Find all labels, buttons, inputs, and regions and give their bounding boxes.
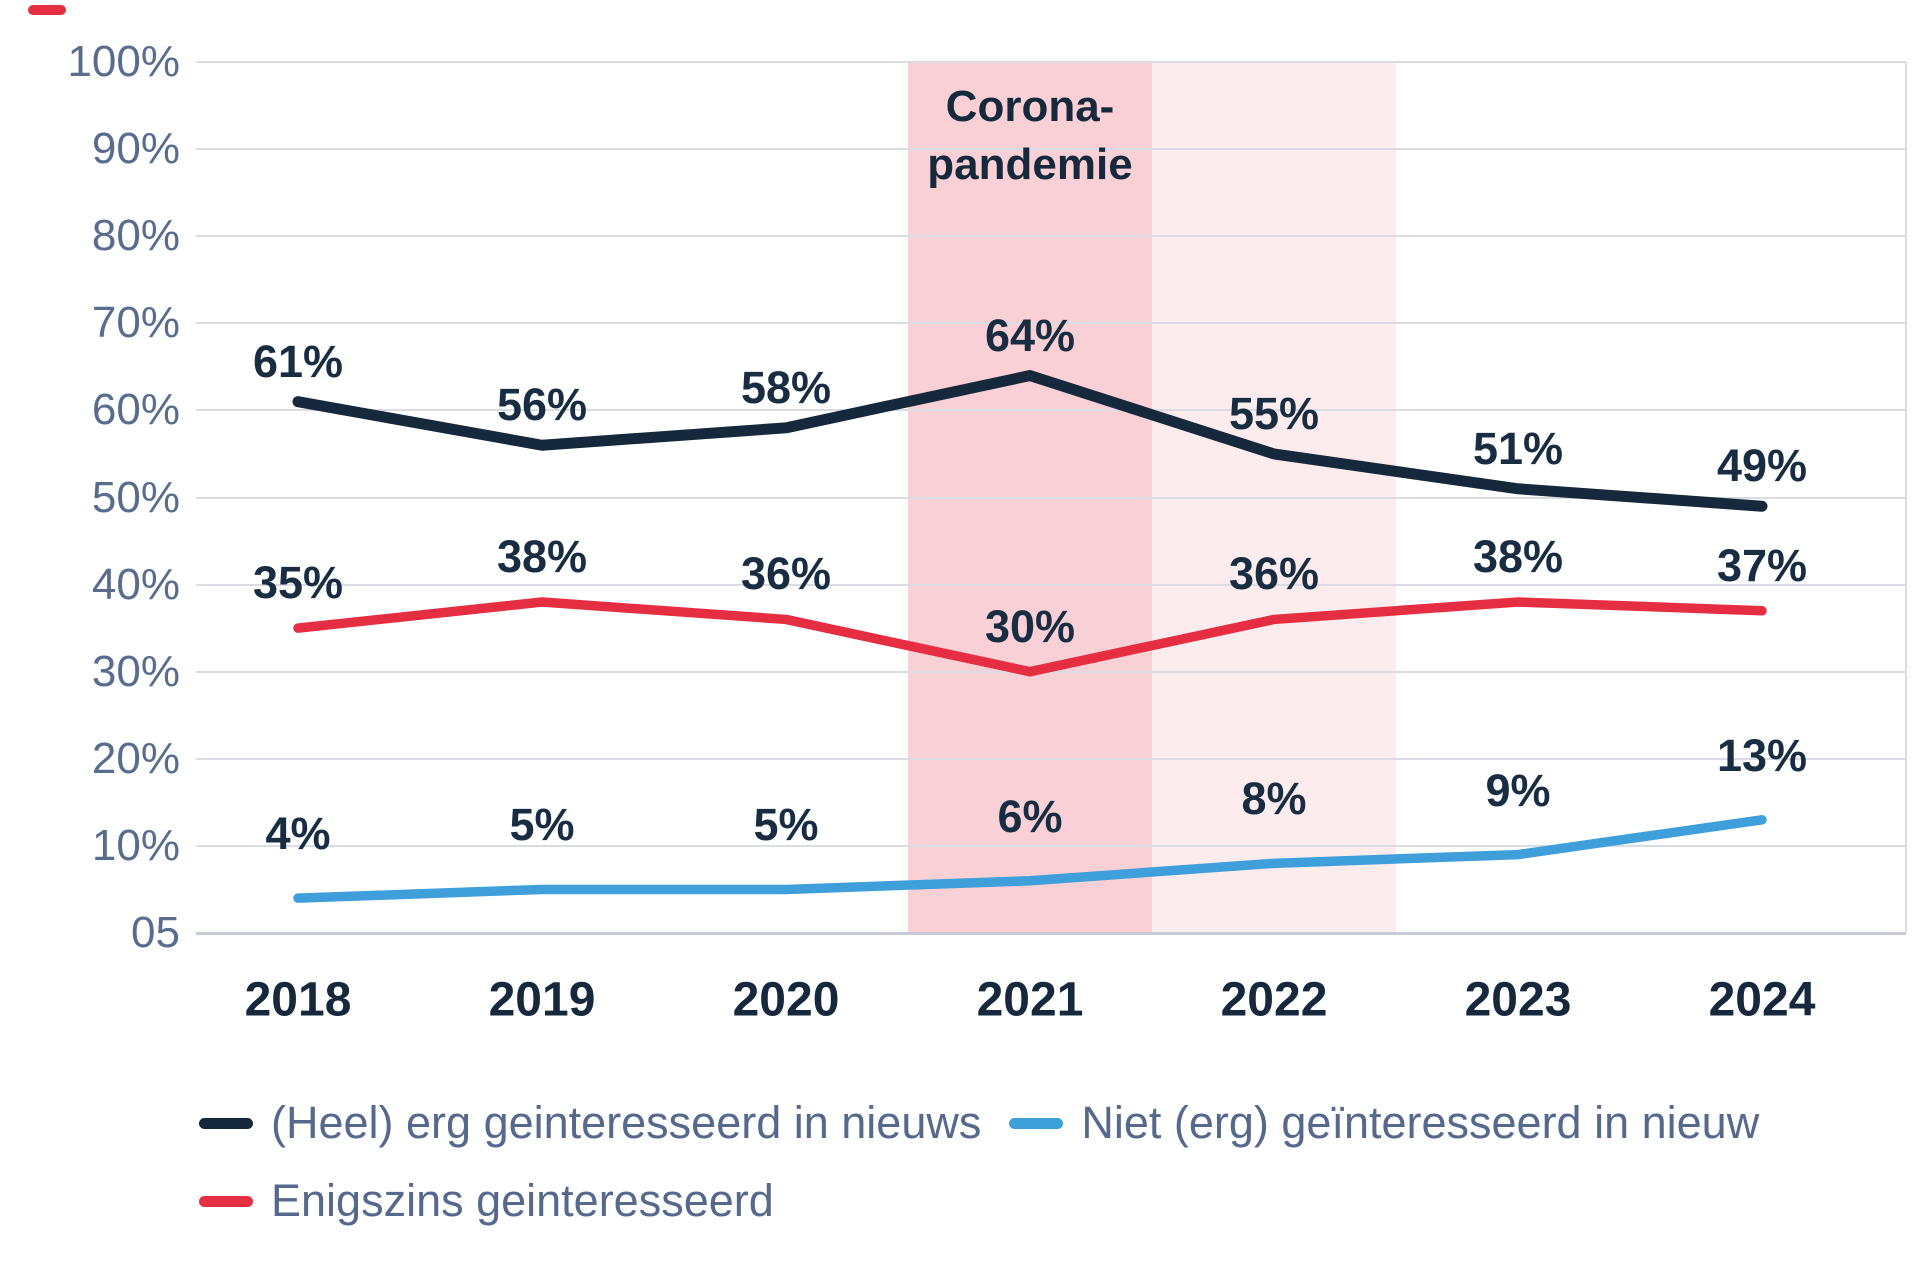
data-point-label: 38% — [496, 531, 588, 583]
data-point-label: 35% — [252, 557, 344, 609]
data-point-label: 37% — [1716, 539, 1808, 591]
stray-red-dash-mark — [28, 5, 66, 15]
y-axis-tick-label: 20% — [91, 733, 180, 783]
gridline — [196, 844, 1906, 847]
data-point-label: 55% — [1228, 387, 1320, 439]
legend-color-dash-icon — [199, 1195, 253, 1207]
data-point-label: 36% — [740, 548, 832, 600]
y-axis-tick-label: 90% — [91, 124, 180, 174]
data-point-label: 38% — [1472, 531, 1564, 583]
data-point-label: 64% — [984, 309, 1076, 361]
gridline — [196, 496, 1906, 499]
data-point-label: 58% — [740, 361, 832, 413]
gridline — [196, 583, 1906, 586]
data-point-label: 30% — [984, 600, 1076, 652]
corona-annotation-line1: Corona- — [945, 82, 1115, 131]
y-axis-tick-label: 70% — [91, 298, 180, 348]
gridline — [196, 235, 1906, 238]
legend-item-label: (Heel) erg geinteresseerd in nieuws — [271, 1097, 982, 1148]
gridline — [196, 932, 1906, 935]
y-axis-tick-label: 60% — [91, 385, 180, 435]
data-point-label: 49% — [1716, 440, 1808, 492]
legend-item: Enigszins geinteresseerd — [199, 1175, 774, 1227]
legend-color-dash-icon — [1009, 1117, 1064, 1129]
chart-legend: (Heel) erg geinteresseerd in nieuws Niet … — [199, 1094, 1920, 1250]
series-line-2 — [293, 815, 1767, 903]
x-axis-year-label: 2020 — [732, 973, 840, 1027]
y-axis-tick-label: 30% — [91, 646, 180, 696]
x-axis-year-label: 2019 — [488, 973, 596, 1027]
gridline — [196, 409, 1906, 412]
legend-row: (Heel) erg geinteresseerd in nieuws Niet … — [199, 1094, 1920, 1152]
y-axis-tick-label: 50% — [91, 472, 180, 522]
corona-annotation-line2: pandemie — [927, 140, 1133, 189]
corona-annotation: Corona- pandemie — [927, 78, 1132, 194]
legend-item: Niet (erg) geïnteresseerd in nieuw — [1009, 1097, 1759, 1149]
data-point-label: 56% — [496, 379, 588, 431]
legend-row: Enigszins geinteresseerd — [199, 1172, 1920, 1230]
series-line-0 — [292, 370, 1768, 512]
data-point-label: 51% — [1472, 422, 1564, 474]
y-axis-tick-label: 100% — [67, 37, 180, 86]
data-point-label: 36% — [1228, 548, 1320, 600]
data-point-label: 61% — [252, 335, 344, 387]
y-axis-tick-label: 05 — [131, 908, 180, 957]
y-axis-tick-label: 10% — [91, 820, 180, 870]
data-point-label: 9% — [1485, 764, 1551, 816]
x-axis-year-label: 2022 — [1220, 973, 1328, 1027]
data-point-label: 13% — [1716, 729, 1808, 781]
data-point-label: 6% — [997, 790, 1063, 842]
legend-item: (Heel) erg geinteresseerd in nieuws — [199, 1097, 981, 1149]
data-point-label: 8% — [1241, 773, 1307, 825]
gridline — [196, 61, 1906, 63]
x-axis-year-label: 2018 — [244, 973, 352, 1027]
data-point-label: 5% — [753, 799, 819, 851]
series-line-1 — [293, 597, 1767, 677]
plot-right-border — [1905, 62, 1907, 933]
legend-item-label: Niet (erg) geïnteresseerd in nieuw — [1081, 1097, 1760, 1148]
legend-color-dash-icon — [199, 1117, 253, 1129]
legend-item-label: Enigszins geinteresseerd — [271, 1175, 774, 1226]
x-axis-year-label: 2021 — [976, 973, 1084, 1027]
gridline — [196, 757, 1906, 760]
data-point-label: 4% — [265, 808, 331, 860]
y-axis-tick-label: 80% — [91, 211, 180, 261]
data-point-label: 5% — [509, 799, 575, 851]
x-axis-year-label: 2024 — [1708, 973, 1816, 1027]
x-axis-year-label: 2023 — [1464, 973, 1572, 1027]
gridline — [196, 148, 1906, 151]
y-axis-tick-label: 40% — [91, 559, 180, 609]
gridline — [196, 322, 1906, 325]
